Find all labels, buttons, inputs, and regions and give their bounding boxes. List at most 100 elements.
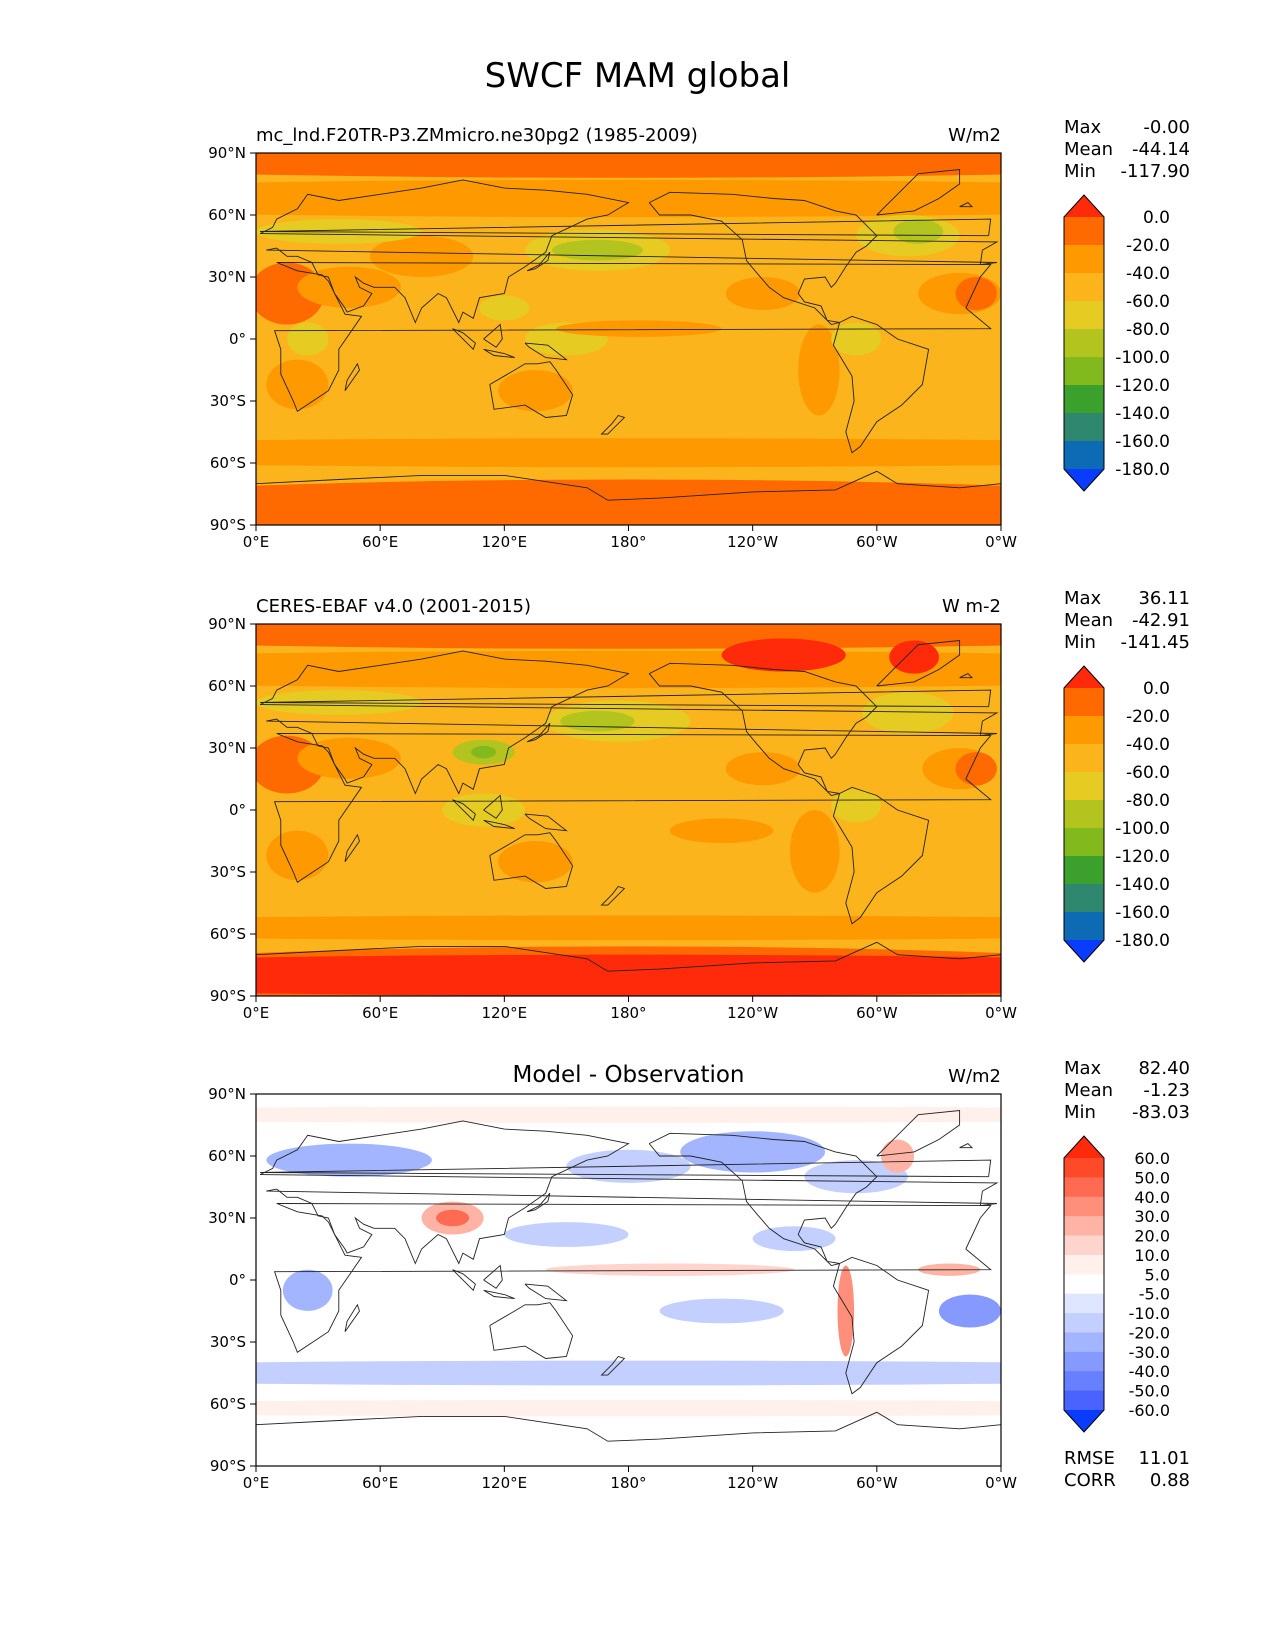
colorbar-segment xyxy=(1064,1390,1104,1411)
coastline-14 xyxy=(600,885,626,906)
stat-label: Max xyxy=(1064,1058,1102,1079)
field-region-15 xyxy=(551,239,643,261)
colorbar-label: 60.0 xyxy=(1134,1149,1170,1168)
field-region-16 xyxy=(266,830,329,881)
stat-label: Mean xyxy=(1064,1080,1113,1101)
colorbar-label: -20.0 xyxy=(1126,707,1170,727)
colorbar-label: -60.0 xyxy=(1129,1401,1170,1420)
colorbar-label: -20.0 xyxy=(1126,236,1170,256)
colorbar-segment xyxy=(1064,800,1104,829)
x-tick-label: 0°W xyxy=(985,1004,1017,1022)
coastlines xyxy=(256,1110,1001,1466)
y-tick-label: 0° xyxy=(229,801,246,819)
colorbar-segment xyxy=(1064,217,1104,246)
y-tick-label: 90°S xyxy=(210,1457,246,1475)
field-region-11 xyxy=(798,324,840,416)
colorbar-extension-top xyxy=(1064,1136,1104,1158)
x-tick-label: 0°W xyxy=(985,1474,1017,1492)
colorbar-label: 30.0 xyxy=(1134,1207,1170,1226)
colorbar-label: -10.0 xyxy=(1129,1304,1170,1323)
colorbar-segment xyxy=(1064,1293,1104,1314)
field-region-9 xyxy=(297,737,401,779)
x-tick-label: 60°E xyxy=(362,1004,398,1022)
y-tick-label: 30°N xyxy=(208,268,246,286)
colorbar-label: 0.0 xyxy=(1143,679,1170,699)
x-tick-label: 180° xyxy=(610,1474,646,1492)
colorbar-segment xyxy=(1064,716,1104,745)
colorbar-segment xyxy=(1064,1177,1104,1198)
coastline-8 xyxy=(452,328,476,351)
colorbar-outline xyxy=(1063,665,1105,963)
coastline-10 xyxy=(483,794,503,819)
coastline-6 xyxy=(876,169,961,216)
colorbar-extension-bottom xyxy=(1064,469,1104,491)
stat-value: -1.23 xyxy=(1143,1080,1190,1101)
colorbar-outline xyxy=(1063,194,1105,492)
y-tick-label: 60°N xyxy=(208,206,246,224)
y-tick-label: 60°S xyxy=(210,925,246,943)
coastlines xyxy=(256,169,1001,525)
y-tick-label: 60°S xyxy=(210,454,246,472)
y-tick-label: 60°S xyxy=(210,1395,246,1413)
stat-value: 82.40 xyxy=(1138,1058,1190,1079)
stat-value: -141.45 xyxy=(1121,632,1190,653)
field-region-20 xyxy=(831,322,881,356)
x-tick-label: 60°W xyxy=(856,1004,898,1022)
stat-label: Max xyxy=(1064,588,1102,609)
coastline-15 xyxy=(959,673,974,679)
stat-label: Max xyxy=(1064,117,1102,138)
coastline-13 xyxy=(260,689,992,708)
stat-label: Min xyxy=(1064,161,1096,182)
field-region-22 xyxy=(471,745,497,759)
colorbar-label: 40.0 xyxy=(1134,1188,1170,1207)
colorbar-segment xyxy=(1064,828,1104,857)
y-tick-label: 60°N xyxy=(208,677,246,695)
colorbar-segment xyxy=(1064,441,1104,470)
stat-label: Mean xyxy=(1064,139,1113,160)
coastline-6 xyxy=(876,640,961,687)
colorbar-segment xyxy=(1064,301,1104,330)
field-region-1 xyxy=(266,1143,432,1177)
field-region-16 xyxy=(256,1106,1001,1123)
coastline-8 xyxy=(452,1269,476,1292)
field-region-3 xyxy=(256,179,1001,218)
stat-label: Mean xyxy=(1064,610,1113,631)
field-region-6 xyxy=(721,638,846,672)
field-region-13 xyxy=(266,359,329,410)
y-tick-label: 90°S xyxy=(210,516,246,534)
coastline-5 xyxy=(832,315,930,454)
colorbar-label: -140.0 xyxy=(1115,404,1170,424)
coastline-4 xyxy=(648,191,878,325)
x-tick-label: 0°E xyxy=(243,1474,270,1492)
y-tick-label: 90°N xyxy=(208,144,246,162)
colorbar-segment xyxy=(1064,273,1104,302)
colorbar-label: -40.0 xyxy=(1126,264,1170,284)
x-tick-label: 180° xyxy=(610,533,646,551)
colorbar-label: -5.0 xyxy=(1139,1285,1170,1304)
colorbar-label: -180.0 xyxy=(1115,460,1170,480)
colorbar-segment xyxy=(1064,688,1104,717)
stat-value: -117.90 xyxy=(1121,161,1190,182)
coastline-7 xyxy=(256,1411,1001,1466)
colorbar-label: -100.0 xyxy=(1115,348,1170,368)
x-tick-label: 60°E xyxy=(362,533,398,551)
colorbar-label: -20.0 xyxy=(1129,1323,1170,1342)
coastline-11 xyxy=(524,1283,568,1302)
extra-stat-value: 0.88 xyxy=(1150,1470,1190,1491)
coastline-1 xyxy=(273,1203,992,1353)
field-region-18 xyxy=(880,1139,915,1173)
coastline-14 xyxy=(600,414,626,435)
coastline-12 xyxy=(526,251,551,272)
coastline-7 xyxy=(256,941,1001,996)
x-tick-label: 120°E xyxy=(482,1474,528,1492)
colorbar-extension-top xyxy=(1064,195,1104,217)
coastline-8 xyxy=(452,799,476,822)
figure-title: SWCF MAM global xyxy=(484,56,791,96)
x-tick-label: 0°E xyxy=(243,533,270,551)
coastline-5 xyxy=(832,786,930,925)
y-tick-label: 60°N xyxy=(208,1147,246,1165)
field-region-7 xyxy=(545,1263,795,1276)
panel-units: W/m2 xyxy=(948,1066,1001,1087)
